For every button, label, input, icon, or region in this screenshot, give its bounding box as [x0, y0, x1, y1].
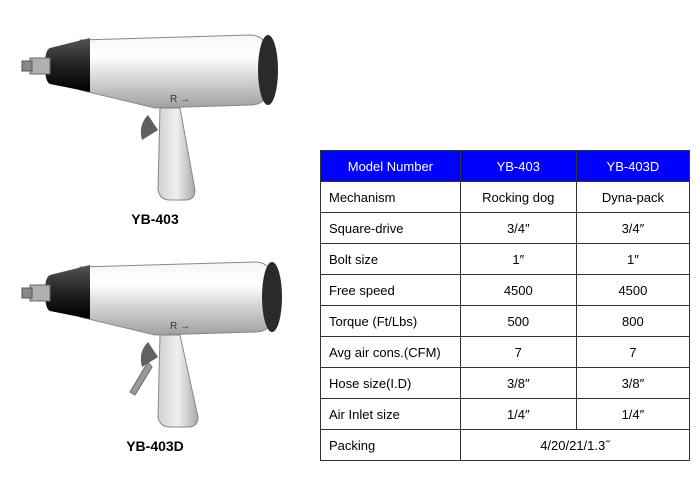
spec-label: Air Inlet size [321, 399, 461, 430]
spec-value: Dyna-pack [576, 182, 689, 213]
product-figure-2: R → YB-403D [20, 237, 290, 454]
table-row: Air Inlet size 1/4″ 1/4″ [321, 399, 690, 430]
product-image-yb403: R → [20, 10, 290, 205]
table-header-row: Model Number YB-403 YB-403D [321, 151, 690, 182]
spec-label: Bolt size [321, 244, 461, 275]
spec-label: Mechanism [321, 182, 461, 213]
spec-value: 1″ [576, 244, 689, 275]
table-row: Square-drive 3/4″ 3/4″ [321, 213, 690, 244]
product-image-yb403d: R → [20, 237, 290, 432]
page-container: R → YB-403 [10, 10, 690, 464]
product-caption-1: YB-403 [20, 211, 290, 227]
svg-text:R →: R → [170, 321, 190, 332]
svg-text:R →: R → [170, 94, 190, 105]
spec-value: 1″ [460, 244, 576, 275]
spec-merged-value: 4/20/21/1.3˝ [460, 430, 689, 461]
spec-value: 800 [576, 306, 689, 337]
spec-value: 4500 [576, 275, 689, 306]
spec-value: 500 [460, 306, 576, 337]
header-label: Model Number [321, 151, 461, 182]
product-images-column: R → YB-403 [10, 10, 300, 464]
table-row: Hose size(I.D) 3/8″ 3/8″ [321, 368, 690, 399]
table-footer-row: Packing 4/20/21/1.3˝ [321, 430, 690, 461]
spec-value: 7 [576, 337, 689, 368]
table-row: Mechanism Rocking dog Dyna-pack [321, 182, 690, 213]
header-col2: YB-403D [576, 151, 689, 182]
spec-label: Packing [321, 430, 461, 461]
spec-label: Hose size(I.D) [321, 368, 461, 399]
table-row: Avg air cons.(CFM) 7 7 [321, 337, 690, 368]
spec-value: 1/4″ [576, 399, 689, 430]
spec-value: 3/8″ [460, 368, 576, 399]
spec-value: 7 [460, 337, 576, 368]
spec-label: Square-drive [321, 213, 461, 244]
product-figure-1: R → YB-403 [20, 10, 290, 227]
spec-value: 4500 [460, 275, 576, 306]
table-row: Torque (Ft/Lbs) 500 800 [321, 306, 690, 337]
spec-label: Avg air cons.(CFM) [321, 337, 461, 368]
spec-value: 3/8″ [576, 368, 689, 399]
spec-label: Free speed [321, 275, 461, 306]
table-row: Free speed 4500 4500 [321, 275, 690, 306]
spec-value: Rocking dog [460, 182, 576, 213]
spec-table: Model Number YB-403 YB-403D Mechanism Ro… [320, 150, 690, 461]
spec-value: 3/4″ [576, 213, 689, 244]
spec-value: 1/4″ [460, 399, 576, 430]
product-caption-2: YB-403D [20, 438, 290, 454]
header-col1: YB-403 [460, 151, 576, 182]
table-row: Bolt size 1″ 1″ [321, 244, 690, 275]
spec-value: 3/4″ [460, 213, 576, 244]
table-body: Mechanism Rocking dog Dyna-pack Square-d… [321, 182, 690, 461]
spec-label: Torque (Ft/Lbs) [321, 306, 461, 337]
spec-table-column: Model Number YB-403 YB-403D Mechanism Ro… [320, 10, 690, 464]
